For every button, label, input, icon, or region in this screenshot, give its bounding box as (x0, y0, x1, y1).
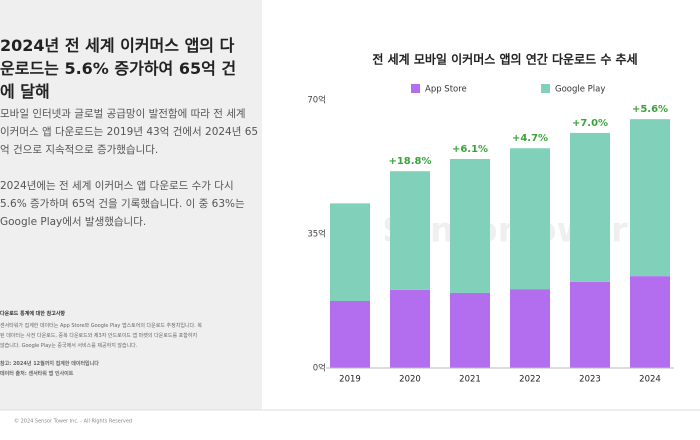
paragraph-line: 5.6% 증가하며 65억 건을 기록했습니다. 이 중 63%는 (0, 198, 245, 210)
headline-line: 운로드는 5.6% 증가하여 65억 건 (0, 59, 237, 78)
bar-segment (450, 158, 490, 293)
x-tick-label: 2024 (639, 375, 661, 385)
paragraph-line: 모바일 인터넷과 글로벌 공급망이 발전함에 따라 전 세계 (0, 108, 246, 120)
growth-label: +4.7% (512, 133, 548, 144)
legend-swatch (541, 84, 550, 93)
notes-source: 데이터 출처: 센서타워 앱 인사이트 (0, 371, 74, 377)
legend-label: App Store (425, 85, 467, 95)
legend-label: Google Play (555, 85, 605, 95)
x-tick-label: 2021 (459, 375, 481, 385)
bar-segment (330, 203, 370, 301)
y-tick-label: 70억 (307, 95, 326, 106)
x-tick-label: 2020 (399, 375, 421, 385)
footer: © 2024 Sensor Tower Inc. - All Rights Re… (14, 418, 132, 425)
x-tick-label: 2022 (519, 375, 541, 385)
paragraph-line: 이커머스 앱 다운로드는 2019년 43억 건에서 2024년 65 (0, 126, 259, 138)
growth-label: +7.0% (572, 118, 608, 129)
bar-segment (390, 289, 430, 368)
growth-label: +6.1% (452, 144, 488, 155)
growth-label: +5.6% (632, 104, 668, 115)
bar-segment (570, 132, 610, 282)
growth-label: +18.8% (388, 156, 431, 167)
headline-line: 에 달해 (0, 82, 50, 101)
bar-segment (450, 292, 490, 368)
x-tick-label: 2019 (339, 375, 361, 385)
paragraph-line: Google Play에서 발생했습니다. (0, 216, 147, 228)
bar-segment (630, 276, 670, 368)
bar-segment (510, 148, 550, 290)
notes-line: 센서타워가 집계한 데이터는 App Store와 Google Play 앱스… (0, 323, 202, 329)
bar-segment (630, 119, 670, 277)
paragraph-line: 2024년에는 전 세계 이커머스 앱 다운로드 수가 다시 (0, 180, 234, 192)
bar-segment (570, 281, 610, 368)
notes-title: 다운로드 통계에 대한 참고사항 (0, 311, 66, 317)
y-tick-label: 0억 (313, 363, 326, 374)
y-tick-label: 35억 (307, 229, 326, 240)
notes-remark: 참고: 2024년 12월까지 집계한 데이터입니다 (0, 361, 99, 367)
paragraph-line: 억 건으로 지속적으로 증가했습니다. (0, 144, 159, 156)
bar-segment (330, 301, 370, 368)
chart-title: 전 세계 모바일 이커머스 앱의 연간 다운로드 수 추세 (372, 52, 637, 67)
bar-segment (510, 289, 550, 368)
headline-line: 2024년 전 세계 이커머스 앱의 다 (0, 36, 235, 55)
bar-segment (390, 171, 430, 290)
x-tick-label: 2023 (579, 375, 601, 385)
legend-swatch (411, 84, 420, 93)
notes-line: 된 데이터는 사전 다운로드, 중복 다운로드와 제3자 안드로이드 앱 마켓의… (0, 333, 198, 339)
notes-line: 않습니다. Google Play는 중국에서 서비스를 제공하지 않습니다. (0, 343, 138, 349)
